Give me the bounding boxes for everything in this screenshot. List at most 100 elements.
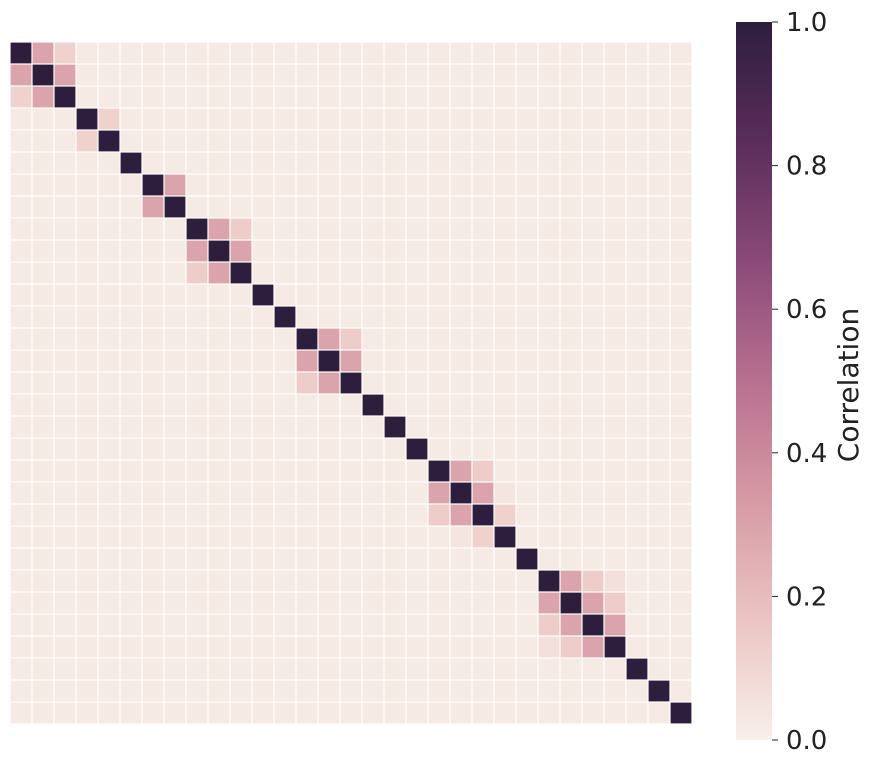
heatmap-cell xyxy=(164,416,186,438)
heatmap-cell xyxy=(186,482,208,504)
heatmap-cell xyxy=(54,526,76,548)
heatmap-cell xyxy=(472,328,494,350)
heatmap-cell xyxy=(164,196,186,218)
heatmap-cell xyxy=(450,592,472,614)
heatmap-cell xyxy=(274,460,296,482)
heatmap-cell xyxy=(582,570,604,592)
heatmap-cell xyxy=(32,570,54,592)
heatmap-cell xyxy=(494,394,516,416)
heatmap-cell xyxy=(252,460,274,482)
heatmap-cell xyxy=(384,438,406,460)
heatmap-cell xyxy=(516,284,538,306)
heatmap-cell xyxy=(560,614,582,636)
heatmap-cell xyxy=(10,636,32,658)
heatmap-cell xyxy=(362,240,384,262)
heatmap-cell xyxy=(472,394,494,416)
heatmap-cell xyxy=(252,416,274,438)
heatmap-cell xyxy=(516,680,538,702)
heatmap-cell xyxy=(98,460,120,482)
heatmap-cell xyxy=(274,504,296,526)
heatmap-cell xyxy=(54,42,76,64)
heatmap-cell xyxy=(10,416,32,438)
heatmap-cell xyxy=(120,174,142,196)
heatmap-cell xyxy=(362,592,384,614)
heatmap-cell xyxy=(252,526,274,548)
heatmap-cell xyxy=(120,240,142,262)
heatmap-cell xyxy=(494,284,516,306)
heatmap-cell xyxy=(318,504,340,526)
heatmap-cell xyxy=(142,86,164,108)
heatmap-cell xyxy=(98,526,120,548)
heatmap-cell xyxy=(450,438,472,460)
heatmap-cell xyxy=(208,42,230,64)
heatmap-cell xyxy=(582,658,604,680)
heatmap-cell xyxy=(604,108,626,130)
heatmap-cell xyxy=(120,86,142,108)
heatmap-cell xyxy=(186,218,208,240)
heatmap-cell xyxy=(472,152,494,174)
heatmap-cell xyxy=(670,438,692,460)
heatmap-cell xyxy=(252,680,274,702)
heatmap-cell xyxy=(604,328,626,350)
heatmap-cell xyxy=(516,614,538,636)
heatmap-cell xyxy=(186,636,208,658)
heatmap-cell xyxy=(296,526,318,548)
heatmap-cell xyxy=(10,240,32,262)
heatmap-cell xyxy=(472,240,494,262)
heatmap-cell xyxy=(142,328,164,350)
heatmap-cell xyxy=(494,438,516,460)
heatmap-cell xyxy=(186,372,208,394)
heatmap-cell xyxy=(230,526,252,548)
heatmap-cell xyxy=(516,394,538,416)
heatmap-cell xyxy=(164,526,186,548)
heatmap-cell xyxy=(142,42,164,64)
heatmap-cell xyxy=(186,504,208,526)
heatmap-cell xyxy=(648,702,670,724)
heatmap-cell xyxy=(406,416,428,438)
heatmap-cell xyxy=(10,592,32,614)
heatmap-cell xyxy=(582,394,604,416)
heatmap-cell xyxy=(186,152,208,174)
heatmap-cell xyxy=(142,372,164,394)
heatmap-cell xyxy=(626,218,648,240)
heatmap-cell xyxy=(120,328,142,350)
heatmap-cell xyxy=(604,240,626,262)
heatmap-cell xyxy=(406,42,428,64)
heatmap-cell xyxy=(648,152,670,174)
heatmap-cell xyxy=(186,658,208,680)
heatmap-cell xyxy=(10,174,32,196)
heatmap-cell xyxy=(450,262,472,284)
heatmap-cell xyxy=(296,240,318,262)
heatmap-cell xyxy=(274,636,296,658)
heatmap-cell xyxy=(450,130,472,152)
heatmap-cell xyxy=(230,328,252,350)
heatmap-cell xyxy=(340,240,362,262)
heatmap-cell xyxy=(230,548,252,570)
heatmap-cell xyxy=(604,680,626,702)
heatmap-cell xyxy=(648,438,670,460)
heatmap-cell xyxy=(604,86,626,108)
heatmap-cell xyxy=(406,284,428,306)
heatmap-cell xyxy=(582,680,604,702)
heatmap-cell xyxy=(384,306,406,328)
heatmap-cell xyxy=(362,658,384,680)
heatmap-cell xyxy=(164,306,186,328)
heatmap-cell xyxy=(98,196,120,218)
heatmap-cell xyxy=(252,262,274,284)
heatmap-cell xyxy=(538,328,560,350)
heatmap-cell xyxy=(648,86,670,108)
heatmap-cell xyxy=(296,42,318,64)
heatmap-cell xyxy=(10,438,32,460)
heatmap-cell xyxy=(208,218,230,240)
heatmap-cell xyxy=(428,130,450,152)
heatmap-cell xyxy=(98,306,120,328)
heatmap-cell xyxy=(626,130,648,152)
heatmap-cell xyxy=(230,592,252,614)
heatmap-cell xyxy=(98,240,120,262)
heatmap-cell xyxy=(626,416,648,438)
heatmap-cell xyxy=(274,614,296,636)
heatmap-cell xyxy=(76,570,98,592)
heatmap-cell xyxy=(472,196,494,218)
heatmap-cell xyxy=(670,64,692,86)
heatmap-cell xyxy=(362,306,384,328)
